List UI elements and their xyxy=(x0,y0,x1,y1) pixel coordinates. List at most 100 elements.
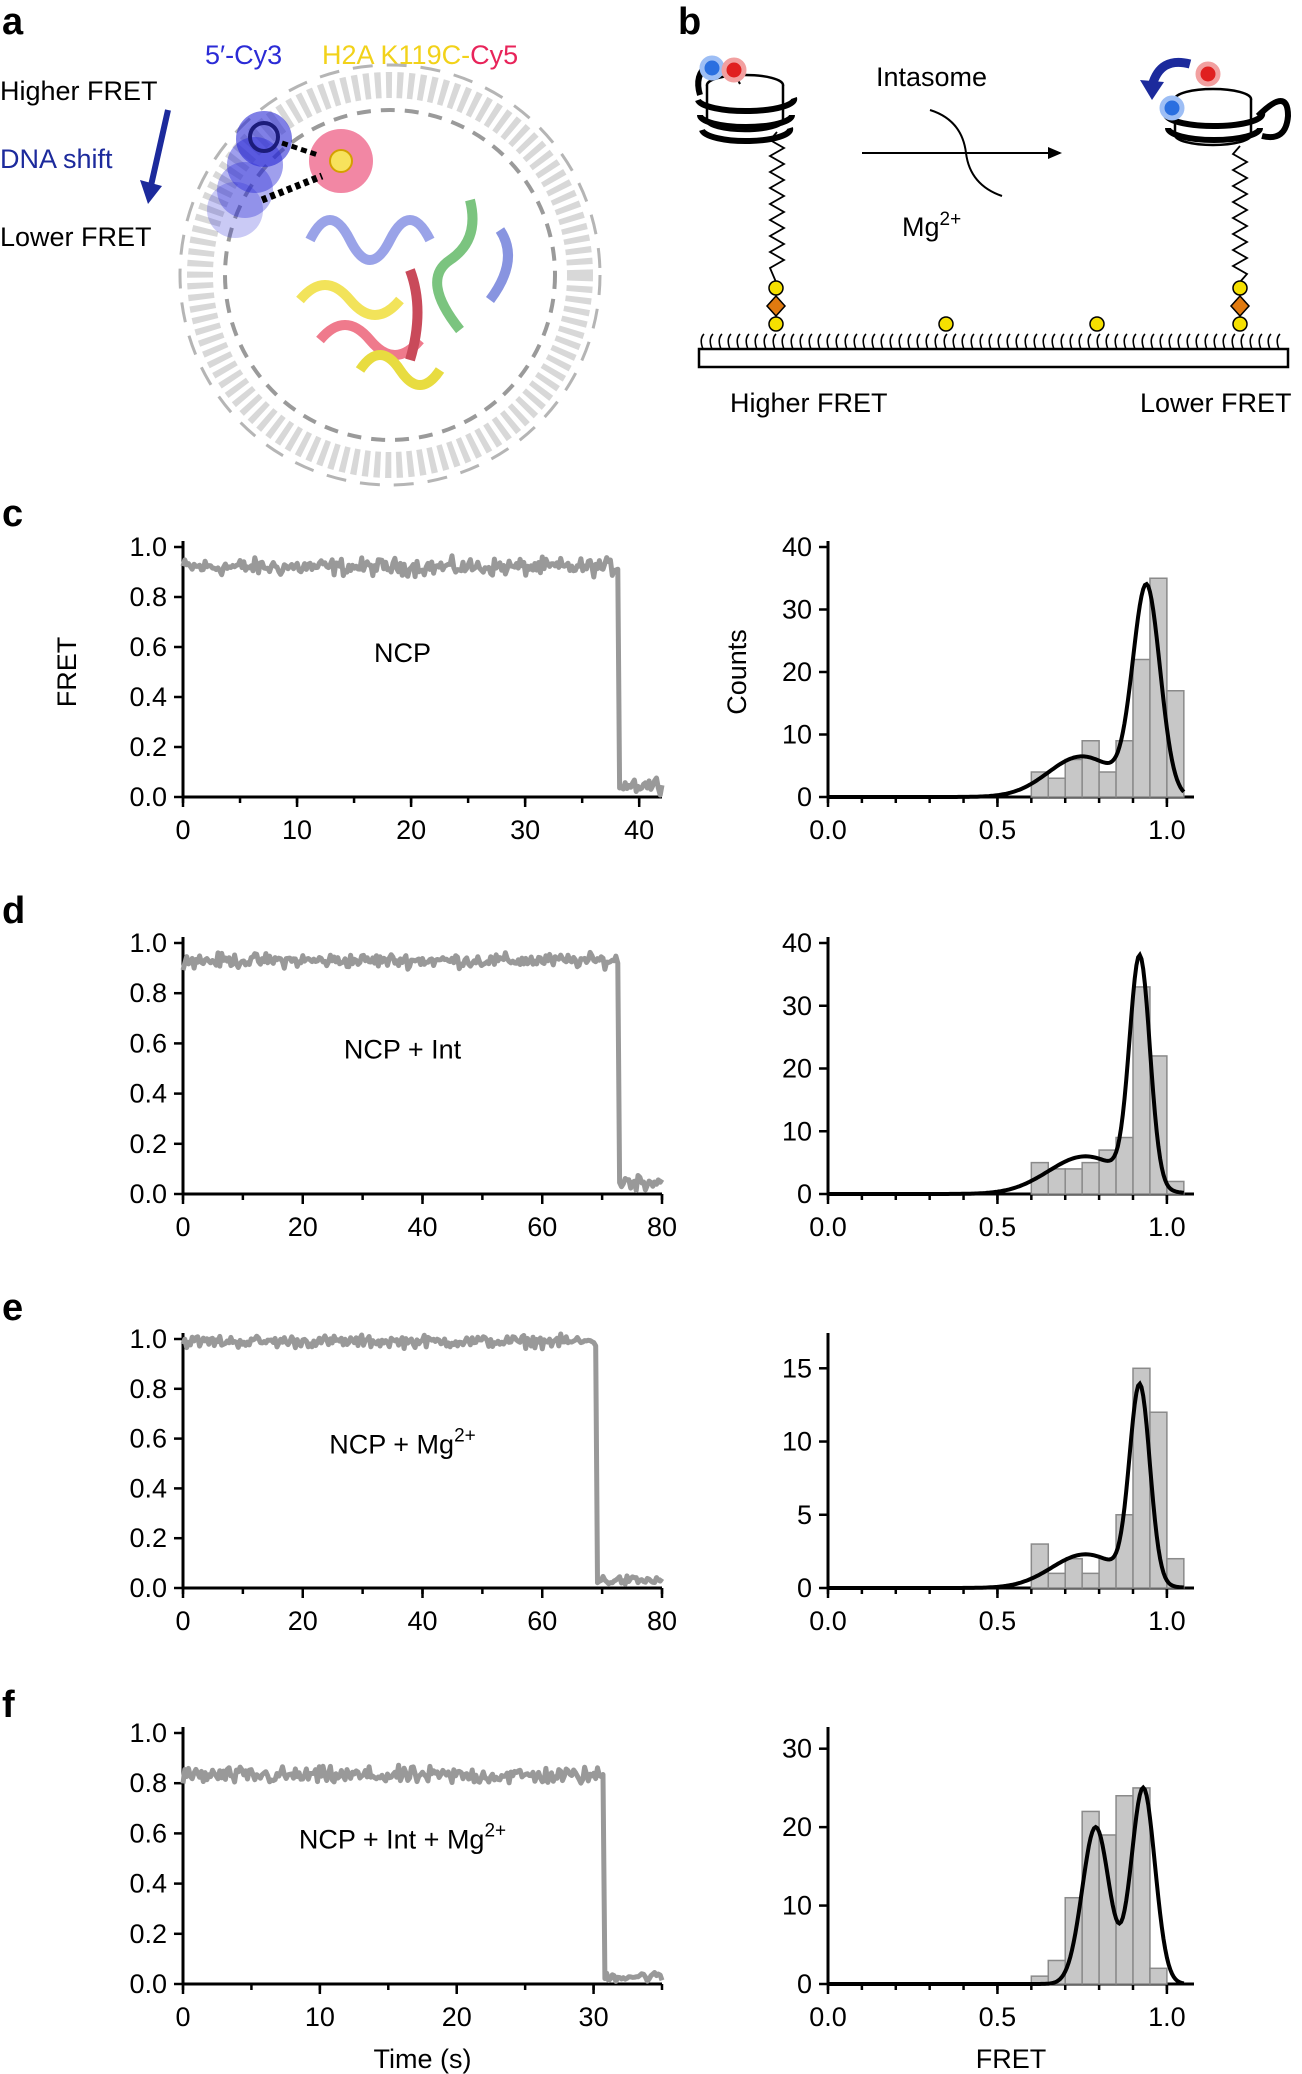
y-tick-label: 0.6 xyxy=(129,1424,167,1454)
kde-fit-curve xyxy=(828,950,1185,1196)
mg-label-sup: 2+ xyxy=(940,209,962,230)
x-tick-label: 0 xyxy=(175,1606,190,1636)
y-tick-label: 10 xyxy=(782,1891,812,1921)
peg-strand xyxy=(1123,333,1128,350)
peg-strand xyxy=(781,333,786,350)
y-tick-label: 0 xyxy=(797,1179,812,1209)
peg-strand xyxy=(736,333,741,350)
peg-strand xyxy=(934,333,939,350)
panel-letter-c: c xyxy=(2,493,23,535)
y-tick-label: 1.0 xyxy=(129,532,167,562)
peg-strand xyxy=(1267,333,1272,350)
x-tick-label: 10 xyxy=(305,2002,335,2032)
surface-slide xyxy=(697,347,1290,369)
y-tick-label: 30 xyxy=(782,991,812,1021)
x-tick-label: 40 xyxy=(624,815,654,845)
peg-strand xyxy=(916,333,921,350)
donor-dye-left xyxy=(699,55,725,81)
peg-strand xyxy=(808,333,813,350)
peg-strand xyxy=(880,333,885,350)
peg-strand xyxy=(988,333,993,350)
y-tick-label: 20 xyxy=(782,1054,812,1084)
kde-fit-curve xyxy=(828,1380,1184,1590)
peg-strand xyxy=(961,333,966,350)
y-tick-label: 1.0 xyxy=(129,928,167,958)
nucleosome-structure-image xyxy=(178,63,602,487)
dna-shift-label: DNA shift xyxy=(0,144,113,174)
peg-strand xyxy=(1213,333,1218,350)
y-tick-label: 0.4 xyxy=(129,1869,167,1899)
condition-label: NCP + Int xyxy=(344,1034,462,1064)
y-tick-label: 0.6 xyxy=(129,1818,167,1848)
histogram-bar xyxy=(1064,758,1083,798)
h2a-cy5-label: H2A K119C-Cy5 xyxy=(322,40,518,70)
y-tick-label: 0.4 xyxy=(129,1079,167,1109)
x-tick-label: 60 xyxy=(527,1212,557,1242)
x-tick-label: 20 xyxy=(442,2002,472,2032)
y-tick-label: 1.0 xyxy=(129,1718,167,1748)
x-tick-label: 80 xyxy=(647,1212,677,1242)
kde-fit-curve xyxy=(828,581,1186,799)
histogram-bar xyxy=(1030,1543,1050,1589)
peg-strand xyxy=(1105,333,1110,350)
peg-strand xyxy=(997,333,1002,350)
higher-fret-caption: Higher FRET xyxy=(730,388,888,418)
peg-strand xyxy=(1159,333,1164,350)
x-tick-label: 0.0 xyxy=(809,815,847,845)
x-tick-label: 10 xyxy=(282,815,312,845)
peg-strand xyxy=(754,333,759,350)
fret-trace-line xyxy=(180,1331,665,1587)
panel-letter-b: b xyxy=(678,1,701,43)
x-axis-label: Time (s) xyxy=(374,2044,472,2074)
y-tick-label: 0 xyxy=(797,782,812,812)
y-tick-label: 0.8 xyxy=(129,1374,167,1404)
x-tick-label: 40 xyxy=(407,1212,437,1242)
histogram-bar xyxy=(1098,1557,1117,1589)
peg-strand xyxy=(943,333,948,350)
peg-strand xyxy=(1240,333,1245,350)
x-tick-label: 0.5 xyxy=(979,1212,1017,1242)
y-tick-label: 40 xyxy=(782,532,812,562)
fret-trace-line xyxy=(180,553,665,798)
y-tick-label: 10 xyxy=(782,1427,812,1457)
peg-strand xyxy=(727,333,732,350)
peg-strand xyxy=(1015,333,1020,350)
free-biotin-1 xyxy=(938,316,954,332)
y-tick-label: 0.0 xyxy=(129,1179,167,1209)
peg-strand xyxy=(925,333,930,350)
histogram-bar xyxy=(1166,690,1185,798)
mg-label: Mg2+ xyxy=(902,209,961,242)
donor-dye-right xyxy=(1159,95,1185,121)
histogram-bar xyxy=(1115,1795,1134,1985)
y-tick-label: 40 xyxy=(782,928,812,958)
peg-strand xyxy=(700,333,705,350)
x-tick-label: 0.0 xyxy=(809,1606,847,1636)
peg-strand xyxy=(898,333,903,350)
condition-label-sup: 2+ xyxy=(454,1426,476,1447)
x-tick-label: 80 xyxy=(647,1606,677,1636)
condition-label-base: NCP xyxy=(374,638,431,668)
kde-fit-curve xyxy=(828,1784,1185,1986)
trace-chart-f: 0.0 0.2 0.4 0.6 0.8 1.0 0 10 20 30 Time (s) NCP + I… xyxy=(129,1718,665,2074)
free-biotin-2 xyxy=(1089,316,1105,332)
x-tick-label: 40 xyxy=(407,1606,437,1636)
peg-strand xyxy=(979,333,984,350)
higher-fret-label: Higher FRET xyxy=(0,76,158,106)
histogram-bar xyxy=(1132,658,1151,798)
peg-strand xyxy=(1060,333,1065,350)
y-tick-label: 0.6 xyxy=(129,632,167,662)
histogram-bar xyxy=(1047,1572,1066,1589)
peg-strand xyxy=(1222,333,1227,350)
lower-fret-caption: Lower FRET xyxy=(1140,388,1292,418)
peg-strand xyxy=(1132,333,1137,350)
peg-strand xyxy=(1258,333,1263,350)
peg-strand xyxy=(1186,333,1191,350)
condition-label: NCP xyxy=(374,638,431,668)
charts-layer: 0.0 0.2 0.4 0.6 0.8 1.0 0 10 20 30 40 FRET NCP 0.0 0.2… xyxy=(52,532,1194,2074)
peg-strand xyxy=(889,333,894,350)
histogram-chart-e: 0 5 10 15 0.0 0.5 1.0 xyxy=(782,1333,1194,1636)
acceptor-dye-left xyxy=(721,57,747,83)
histogram-bar xyxy=(1149,1411,1168,1589)
y-tick-label: 0.2 xyxy=(129,1129,167,1159)
